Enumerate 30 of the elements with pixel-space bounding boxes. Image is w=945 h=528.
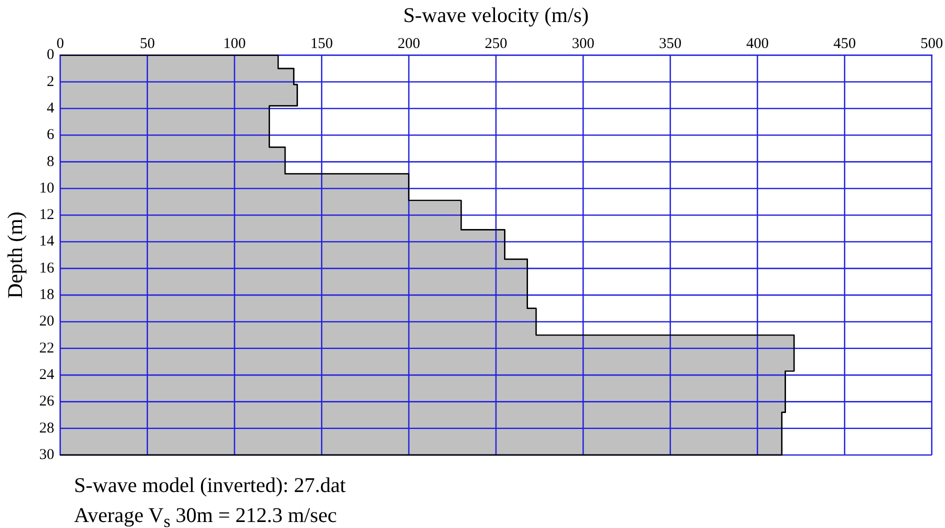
y-axis-title: Depth (m): [3, 212, 28, 299]
y-tick-label: 0: [46, 47, 54, 64]
x-tick-label: 200: [398, 36, 420, 52]
y-tick-label: 8: [46, 154, 54, 170]
x-tick-label: 300: [572, 36, 594, 52]
x-tick-label: 500: [920, 36, 943, 52]
y-tick-label: 20: [39, 314, 54, 330]
y-tick-label: 2: [46, 74, 54, 90]
y-tick-label: 22: [39, 340, 54, 356]
y-tick-label: 28: [39, 420, 54, 436]
x-tick-label: 400: [746, 36, 769, 52]
y-tick-label: 6: [46, 127, 55, 144]
y-tick-label: 12: [39, 207, 54, 224]
y-tick-label: 24: [39, 366, 55, 383]
y-tick-label: 30: [39, 446, 54, 463]
x-tick-label: 50: [140, 36, 155, 52]
y-tick-label: 26: [39, 394, 55, 410]
x-tick-label: 150: [310, 36, 333, 52]
x-tick-label: 350: [659, 36, 682, 52]
text: Average V$_{s}$ 30m = 212.3 m/sec: [74, 502, 338, 528]
y-tick-label: 10: [39, 180, 54, 196]
y-tick-label: 16: [39, 260, 55, 276]
x-tick-label: 250: [484, 36, 508, 52]
x-tick-label: 100: [223, 36, 246, 52]
x-axis-title: S-wave velocity (m/s): [403, 3, 589, 28]
text: S-wave model (inverted): 27.dat: [74, 472, 346, 499]
y-tick-label: 14: [39, 234, 55, 250]
y-tick-label: 18: [39, 287, 54, 304]
x-tick-label: 450: [833, 36, 856, 52]
y-tick-label: 4: [46, 100, 55, 116]
